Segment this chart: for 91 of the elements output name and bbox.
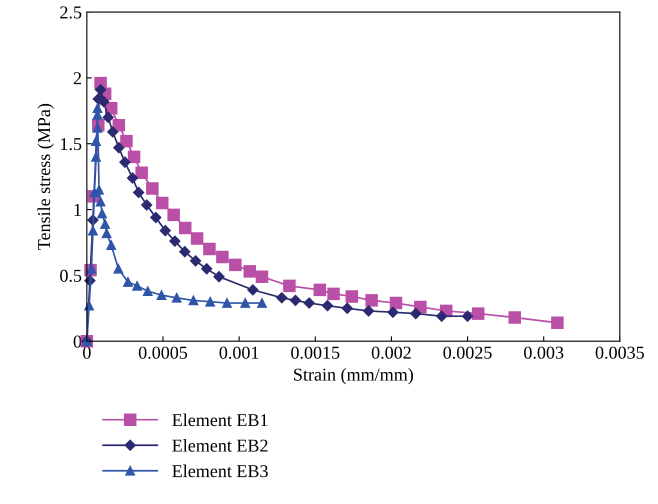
point (222, 298, 232, 308)
point (365, 294, 378, 307)
point (91, 152, 101, 162)
point (102, 228, 112, 238)
point (179, 246, 190, 258)
point (190, 255, 202, 267)
point (91, 136, 101, 146)
point (132, 281, 142, 291)
point (94, 84, 106, 96)
legend-label: Element EB1 (172, 414, 268, 426)
point (128, 150, 140, 164)
point (160, 225, 171, 236)
point (142, 286, 153, 296)
y-axis-title: Tensile stress (MPa) (37, 104, 54, 250)
point (229, 258, 242, 272)
point (156, 196, 168, 210)
point (304, 297, 315, 309)
point (178, 222, 192, 234)
point (436, 310, 448, 322)
point (244, 265, 256, 278)
y-tick-label: 1.5 (61, 138, 82, 150)
point (240, 298, 250, 308)
point (141, 199, 152, 211)
x-tick-label: 0.003 (524, 346, 564, 359)
point (98, 96, 110, 108)
point (120, 134, 133, 148)
point (203, 242, 216, 256)
point (462, 310, 474, 322)
point (322, 300, 334, 312)
point (119, 156, 131, 168)
legend-label: Element EB3 (172, 464, 268, 478)
point (205, 296, 216, 307)
x-tick-label: 0.0025 (443, 346, 492, 359)
point (216, 250, 229, 264)
point (387, 306, 399, 318)
point (327, 288, 340, 300)
x-tick-label: 0.0015 (291, 346, 340, 359)
point (472, 307, 484, 320)
point (362, 305, 374, 317)
y-tick-label: 2.5 (60, 6, 82, 19)
point (150, 212, 162, 224)
point (156, 290, 166, 300)
point (146, 182, 159, 195)
point (96, 196, 106, 207)
point (88, 226, 98, 236)
point (126, 172, 138, 184)
point (84, 300, 94, 311)
point (123, 277, 133, 287)
point (133, 186, 144, 198)
point (106, 240, 116, 250)
point (276, 292, 288, 304)
point (346, 290, 358, 303)
point (314, 284, 326, 296)
point (410, 308, 422, 320)
point (213, 271, 225, 282)
point (508, 311, 522, 324)
y-tick-label: 0.5 (60, 270, 82, 282)
x-tick-label: 0.001 (220, 346, 258, 359)
point (112, 119, 126, 132)
point (135, 166, 148, 179)
point (167, 208, 180, 222)
point (247, 284, 258, 296)
point (92, 123, 102, 133)
point (86, 264, 96, 274)
point (190, 232, 204, 245)
x-tick-label: 0.0035 (596, 346, 644, 359)
x-tick-label: 0.0005 (138, 346, 188, 359)
point (102, 112, 114, 124)
point (92, 103, 102, 114)
point (113, 142, 124, 154)
point (290, 294, 302, 306)
legend-label: Element EB2 (172, 439, 268, 452)
y-tick-label: 0 (74, 335, 82, 348)
y-tick-label: 2 (74, 72, 81, 84)
point (283, 280, 296, 292)
point (97, 208, 107, 218)
point (172, 292, 182, 303)
point (188, 296, 198, 306)
point (257, 298, 267, 308)
point (100, 219, 110, 229)
point (169, 236, 180, 247)
x-axis-title: Strain (mm/mm) (294, 368, 413, 384)
point (390, 296, 402, 310)
point (107, 126, 118, 138)
point (201, 263, 212, 274)
x-tick-label: 0.002 (372, 346, 411, 359)
point (551, 316, 564, 330)
point (342, 302, 353, 314)
point (256, 270, 268, 283)
point (114, 264, 124, 274)
y-tick-label: 1 (74, 204, 81, 216)
